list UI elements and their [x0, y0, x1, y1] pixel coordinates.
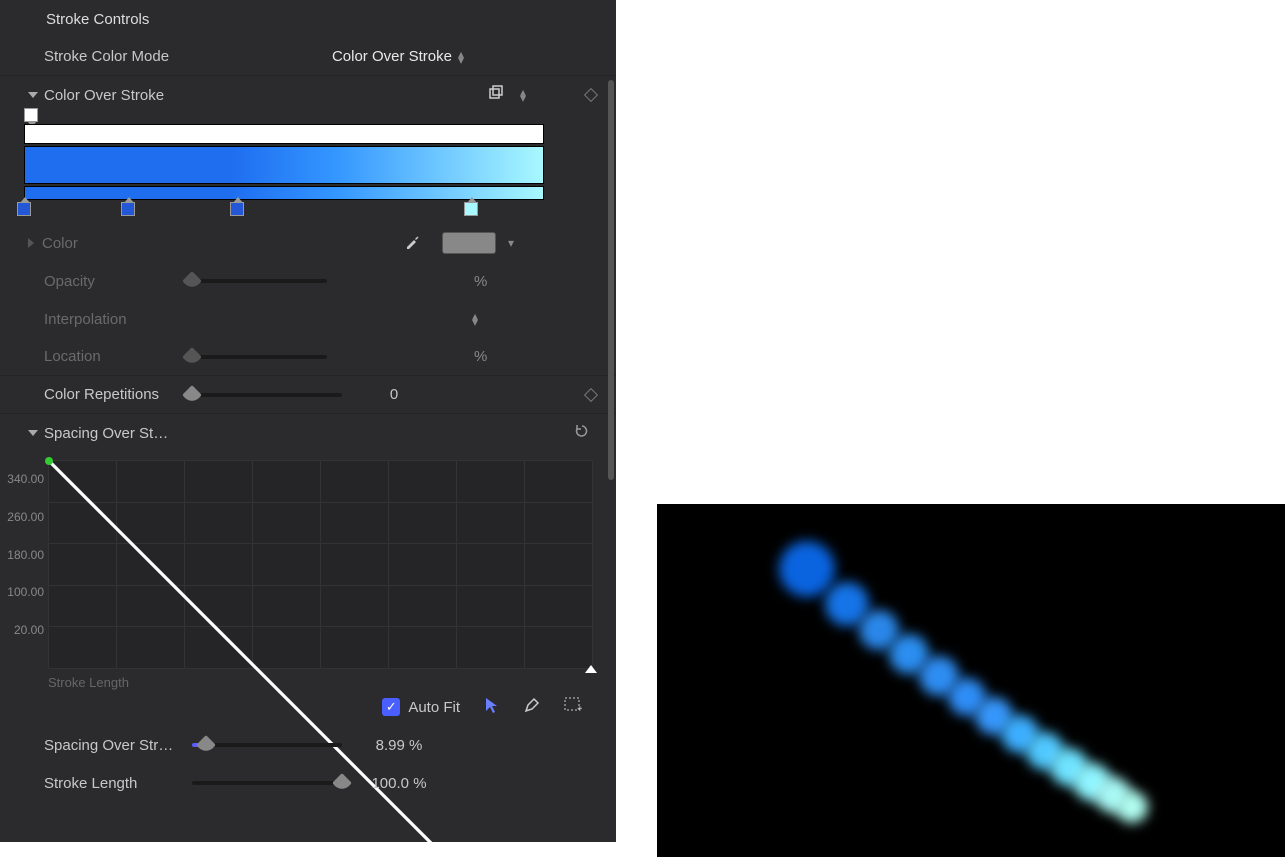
value-color-reps[interactable]: 0 — [390, 386, 398, 403]
scrollbar[interactable] — [608, 80, 614, 480]
row-stroke-color-mode: Stroke Color Mode Color Over Stroke ▴▾ — [0, 38, 616, 76]
graph-ytick: 180.00 — [7, 548, 48, 562]
dropdown-value: Color Over Stroke — [332, 48, 452, 65]
slider-color-reps[interactable] — [192, 393, 342, 397]
section-header-stroke-controls: Stroke Controls — [0, 0, 616, 38]
inspector-panel: Stroke Controls Stroke Color Mode Color … — [0, 0, 616, 842]
row-interpolation: Interpolation ▴▾ — [0, 300, 616, 338]
gradient-stop-handle[interactable] — [230, 202, 244, 216]
label-opacity: Opacity — [12, 273, 192, 290]
slider-location[interactable] — [192, 355, 327, 359]
slider-spacing[interactable] — [192, 743, 342, 747]
opacity-stop-handle[interactable] — [24, 108, 38, 122]
chevron-down-icon[interactable]: ▾ — [508, 240, 514, 246]
preset-menu-icon[interactable] — [488, 85, 506, 105]
stroke-dab — [1116, 791, 1148, 823]
curve-handle-start[interactable] — [45, 457, 53, 465]
gradient-preview[interactable] — [24, 146, 544, 184]
graph-xlabel: Stroke Length — [48, 675, 129, 690]
curve-handle-end[interactable] — [585, 665, 597, 673]
unit-location: % — [474, 348, 514, 365]
row-color: Color ▾ — [0, 224, 616, 262]
gradient-stop-handle[interactable] — [17, 202, 31, 216]
gradient-stop-handle[interactable] — [121, 202, 135, 216]
row-color-over-stroke-header[interactable]: Color Over Stroke ▴▾ — [0, 76, 616, 114]
label-spacing-section: Spacing Over St… — [44, 425, 168, 442]
chevron-updown-icon: ▴▾ — [458, 51, 464, 63]
opacity-bar[interactable] — [24, 124, 544, 144]
graph-canvas[interactable]: 340.00260.00180.00100.0020.00 — [48, 460, 592, 668]
spacing-graph[interactable]: Spacing Over Stroke 340.00260.00180.0010… — [0, 452, 616, 692]
row-spacing-header[interactable]: Spacing Over St… — [0, 414, 616, 452]
label-color-over-stroke: Color Over Stroke — [44, 87, 164, 104]
stroke-dab — [779, 541, 835, 597]
disclosure-triangle-icon[interactable] — [28, 92, 38, 98]
disclosure-triangle-icon[interactable] — [28, 238, 34, 248]
row-location: Location % — [0, 338, 616, 376]
color-well[interactable] — [442, 232, 496, 254]
keyframe-icon[interactable] — [584, 88, 598, 102]
label-color-reps: Color Repetitions — [12, 386, 192, 403]
label-color-mode: Stroke Color Mode — [12, 48, 192, 65]
graph-ytick: 260.00 — [7, 510, 48, 524]
graph-ytick: 340.00 — [7, 472, 48, 486]
chevron-updown-icon[interactable]: ▴▾ — [520, 89, 526, 101]
value-stroke-length[interactable]: 100.0 — [371, 775, 409, 792]
label-location: Location — [12, 348, 192, 365]
gradient-editor[interactable] — [0, 114, 616, 210]
row-color-repetitions: Color Repetitions 0 — [0, 376, 616, 414]
header-title: Stroke Controls — [46, 11, 149, 28]
gradient-stop-handle[interactable] — [464, 202, 478, 216]
graph-ytick: 20.00 — [14, 623, 48, 637]
unit-opacity: % — [474, 273, 514, 290]
slider-stroke-length[interactable] — [192, 781, 342, 785]
gradient-strip[interactable] — [24, 186, 544, 200]
canvas-preview — [657, 504, 1285, 857]
disclosure-triangle-icon[interactable] — [28, 430, 38, 436]
graph-ytick: 100.00 — [7, 585, 48, 599]
slider-opacity[interactable] — [192, 279, 327, 283]
keyframe-icon[interactable] — [584, 387, 598, 401]
value-spacing[interactable]: 8.99 — [376, 737, 405, 754]
label-color: Color — [42, 235, 78, 252]
unit-spacing: % — [409, 737, 422, 754]
dropdown-color-mode[interactable]: Color Over Stroke ▴▾ — [192, 48, 604, 65]
label-interpolation: Interpolation — [12, 311, 192, 328]
eyedropper-icon[interactable] — [404, 232, 422, 254]
unit-stroke-length: % — [413, 775, 426, 792]
reset-icon[interactable] — [574, 423, 590, 443]
chevron-updown-icon[interactable]: ▴▾ — [472, 313, 478, 325]
row-opacity: Opacity % — [0, 262, 616, 300]
